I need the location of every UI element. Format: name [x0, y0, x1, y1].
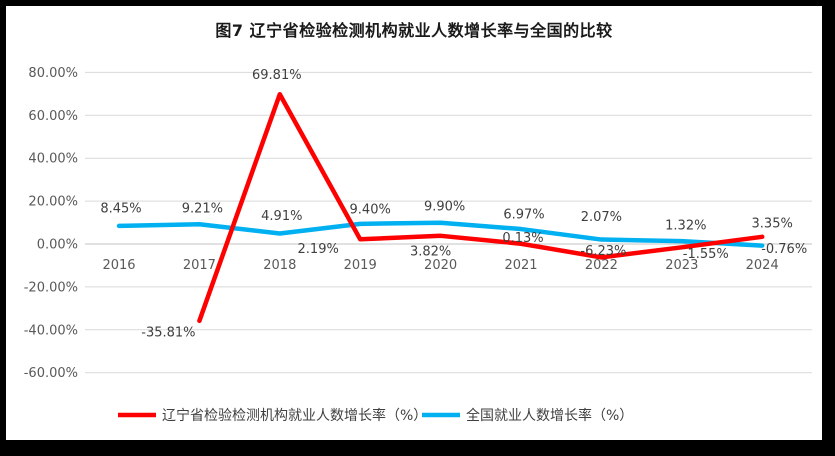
y-axis-tick-label: 80.00%: [28, 66, 78, 81]
data-label: 69.81%: [252, 68, 302, 83]
x-axis-tick-label: 2022: [585, 258, 618, 273]
x-axis-tick-label: 2024: [746, 258, 779, 273]
x-axis-tick-label: 2017: [183, 258, 216, 273]
x-axis-tick-label: 2018: [263, 258, 296, 273]
data-label: 1.32%: [665, 219, 706, 234]
data-label: 0.13%: [502, 231, 543, 246]
x-axis-tick-label: 2019: [344, 258, 377, 273]
data-label: -0.76%: [761, 242, 807, 257]
data-label: 2.19%: [298, 242, 339, 257]
y-axis-tick-label: 0.00%: [37, 238, 78, 253]
y-axis-tick-label: 20.00%: [28, 195, 78, 210]
data-label: 4.91%: [261, 209, 302, 224]
data-label: 3.35%: [752, 216, 793, 231]
data-label: 9.40%: [350, 202, 391, 217]
x-axis-tick-label: 2021: [504, 258, 537, 273]
data-label: 6.97%: [503, 208, 544, 223]
chart-svg: 80.00% 60.00% 40.00% 20.00% 0.00% -20.00% -40.…: [24, 66, 812, 424]
data-label: 2.07%: [581, 210, 622, 225]
data-label: 3.82%: [410, 244, 451, 259]
data-label: -35.81%: [141, 325, 195, 340]
data-label: -6.23%: [580, 244, 626, 259]
y-axis-tick-label: -20.00%: [24, 280, 78, 295]
data-label: 8.45%: [100, 201, 141, 216]
chart-title: 图7 辽宁省检验检测机构就业人数增长率与全国的比较: [215, 21, 613, 40]
data-label: 9.21%: [182, 202, 223, 217]
data-label: 9.90%: [424, 199, 465, 214]
x-axis-tick-label: 2023: [665, 258, 698, 273]
x-axis-tick-label: 2016: [102, 258, 135, 273]
chart-canvas: 80.00% 60.00% 40.00% 20.00% 0.00% -20.00% -40.…: [6, 6, 822, 440]
legend-label: 辽宁省检验检测机构就业人数增长率（%）: [162, 407, 427, 424]
x-axis-tick-label: 2020: [424, 258, 457, 273]
y-axis-tick-label: 40.00%: [28, 152, 78, 167]
y-axis-tick-label: -60.00%: [24, 366, 78, 381]
series-line: [197, 92, 765, 324]
legend-label: 全国就业人数增长率（%）: [466, 407, 633, 424]
data-label: -1.55%: [683, 247, 729, 262]
y-axis-tick-label: -40.00%: [24, 323, 78, 338]
y-axis-tick-label: 60.00%: [28, 109, 78, 124]
series-line: [116, 220, 765, 248]
